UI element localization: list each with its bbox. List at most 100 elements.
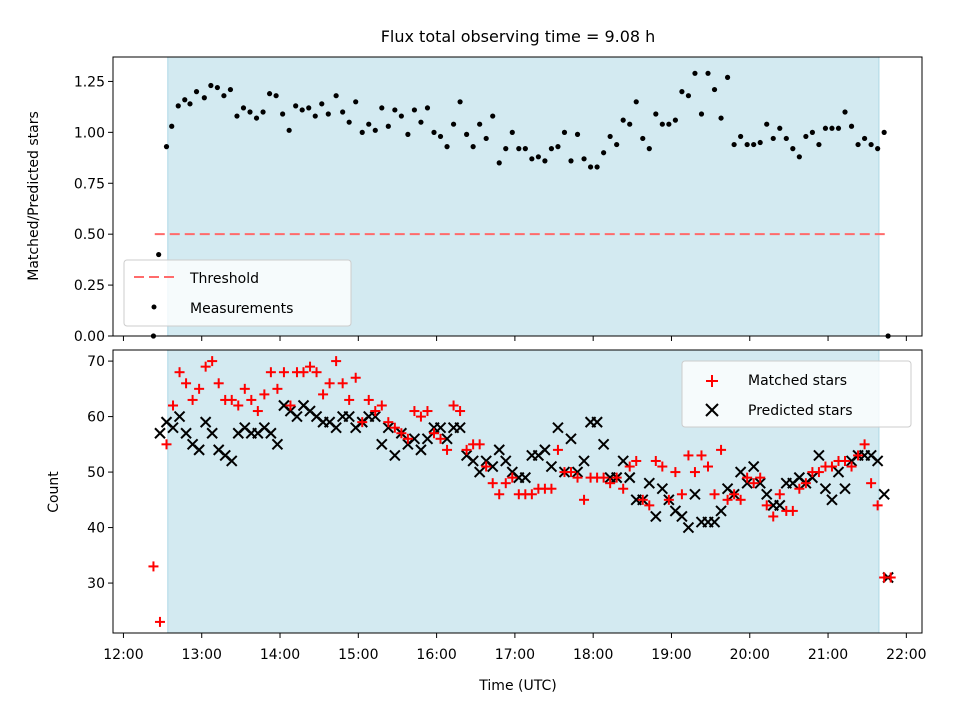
measurement-point — [822, 125, 829, 131]
matched-stars-point — [168, 400, 179, 411]
matched-stars-point — [742, 472, 753, 483]
matched-stars-point — [331, 356, 342, 367]
matched-stars-point — [748, 478, 759, 489]
measurement-point — [679, 89, 685, 95]
measurement-point — [286, 127, 292, 133]
matched-stars-point — [689, 467, 700, 478]
matched-stars-point — [148, 561, 159, 572]
measurement-point — [751, 141, 757, 148]
matched-stars-point — [344, 394, 355, 405]
top-y-tick-label: 0.75 — [74, 176, 105, 192]
measurement-point — [424, 105, 431, 111]
matched-stars-point — [246, 394, 257, 405]
measurement-point — [724, 74, 731, 80]
matched-stars-point — [735, 494, 746, 505]
bottom-y-axis-label: Count — [46, 471, 62, 513]
predicted-stars-point — [689, 488, 701, 500]
bottom-plot-frame — [112, 349, 923, 634]
measurement-point — [757, 139, 763, 146]
measurement-point — [875, 146, 881, 152]
predicted-stars-point — [421, 433, 434, 445]
matched-stars-point — [859, 439, 870, 450]
measurement-point — [193, 89, 200, 95]
measurement-point — [659, 121, 665, 127]
matched-stars-point — [800, 478, 811, 489]
measurement-point — [234, 113, 240, 119]
matched-stars-point — [794, 483, 805, 494]
matched-stars-point — [389, 422, 400, 433]
matched-stars-point — [461, 444, 472, 455]
top-y-tick-label: 0.50 — [74, 227, 105, 243]
predicted-stars-point — [382, 421, 395, 434]
measurement-point — [744, 141, 750, 148]
matched-stars-point — [402, 433, 413, 444]
matched-stars-point — [487, 478, 498, 489]
predicted-stars-point — [173, 410, 186, 423]
measurement-point — [861, 135, 868, 142]
matched-stars-point — [866, 478, 877, 489]
top-y-axis-label: Matched/Predicted stars — [26, 111, 42, 281]
measurement-point — [627, 121, 633, 127]
matched-stars-point — [546, 483, 557, 494]
matched-stars-point — [363, 394, 374, 405]
predicted-stars-point — [617, 455, 629, 467]
measurement-point — [253, 115, 260, 121]
predicted-stars-point — [493, 444, 505, 456]
matched-stars-point — [618, 483, 629, 494]
measurement-point — [201, 95, 207, 101]
matched-stars-point — [761, 500, 772, 511]
predicted-stars-point — [434, 421, 447, 434]
matched-stars-point — [174, 367, 185, 378]
matched-stars-point — [376, 400, 387, 411]
matched-stars-point — [318, 389, 329, 400]
bottom-x-tick-label: 13:00 — [182, 647, 222, 663]
measurement-point — [299, 107, 305, 113]
measurement-point — [411, 107, 418, 113]
measurement-point — [731, 141, 737, 148]
predicted-stars-point — [343, 410, 355, 423]
matched-stars-point — [846, 461, 857, 472]
measurement-point — [306, 105, 312, 111]
measurement-point — [568, 158, 574, 164]
matched-stars-point — [598, 472, 609, 483]
matched-stars-point — [259, 389, 270, 400]
measurement-point — [208, 82, 214, 89]
predicted-stars-point — [715, 505, 727, 517]
matched-stars-point — [579, 494, 590, 505]
matched-stars-point — [709, 489, 720, 500]
predicted-stars-point — [871, 455, 884, 467]
measurement-point — [437, 133, 444, 140]
predicted-stars-point — [676, 510, 688, 523]
bottom-x-tick-label: 20:00 — [730, 647, 770, 663]
measurement-point — [796, 154, 802, 160]
top-plot-frame — [112, 56, 923, 337]
predicted-stars-point — [878, 488, 890, 500]
count-points — [148, 356, 896, 627]
matched-stars-point — [663, 494, 674, 505]
predicted-stars-point — [813, 449, 825, 462]
matched-stars-point — [435, 433, 446, 444]
measurement-point — [169, 123, 175, 129]
bottom-y-tick-label: 30 — [87, 576, 105, 592]
measurement-point — [620, 117, 626, 123]
matched-stars-point — [396, 428, 407, 439]
matched-stars-point — [409, 406, 420, 417]
measurement-point — [842, 109, 848, 115]
measurement-point — [718, 115, 724, 121]
matched-stars-point — [500, 478, 511, 489]
matched-stars-point — [774, 489, 785, 500]
measurement-point — [646, 146, 652, 152]
measurement-point — [353, 99, 359, 105]
predicted-stars-point — [754, 477, 766, 489]
measurement-point — [483, 135, 489, 142]
measurement-point — [359, 129, 365, 135]
measurement-point — [574, 131, 581, 137]
predicted-stars-point — [741, 477, 753, 489]
predicted-stars-point — [271, 438, 284, 451]
predicted-stars-point — [571, 466, 584, 478]
predicted-stars-point — [519, 471, 532, 484]
measurement-point — [346, 119, 352, 125]
predicted-stars-point — [226, 455, 238, 467]
predicted-stars-point — [650, 510, 662, 523]
measurement-point — [319, 101, 325, 107]
